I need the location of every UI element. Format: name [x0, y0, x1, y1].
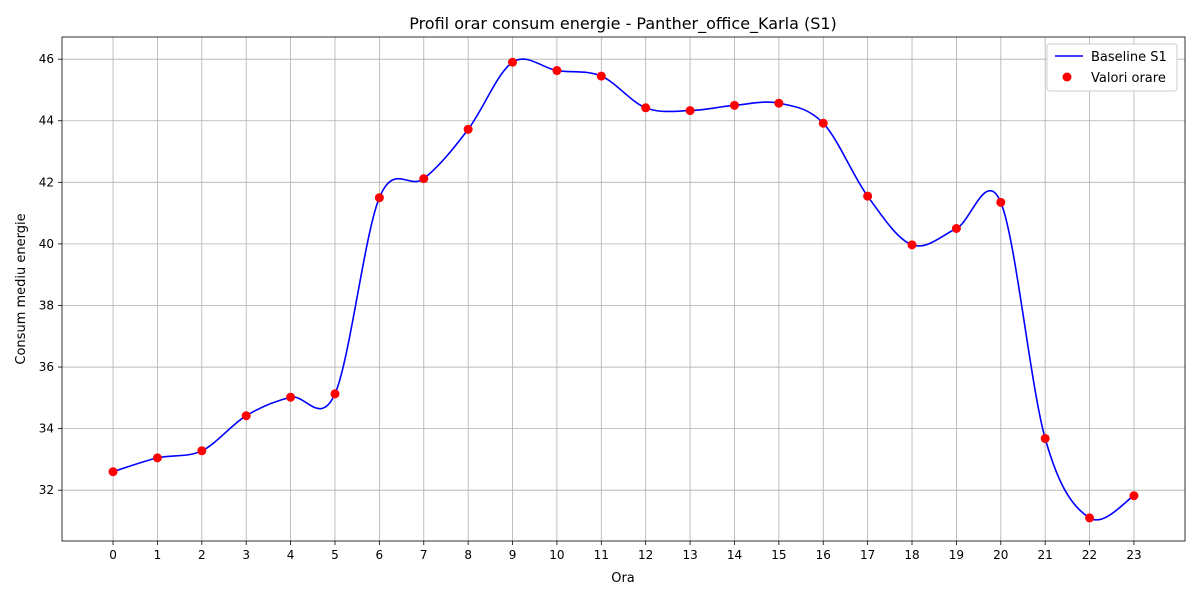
- x-tick-label: 20: [993, 548, 1008, 562]
- baseline-series-line: [112, 58, 1135, 521]
- hourly-value-point: [641, 103, 651, 113]
- hourly-value-point: [774, 98, 784, 108]
- x-tick-label: 11: [594, 548, 609, 562]
- hourly-value-point: [330, 389, 340, 399]
- hourly-value-point: [996, 197, 1006, 207]
- grid-lines: [62, 37, 1185, 541]
- x-axis-ticks: 0 1 2 3 4 5 6 7 8 9 10 11 12 13 14 15 16 17 18 19 20 21 22 23: [109, 541, 1142, 562]
- x-tick-label: 2: [198, 548, 206, 562]
- hourly-value-point: [863, 191, 873, 201]
- x-tick-label: 21: [1038, 548, 1053, 562]
- x-tick-label: 23: [1126, 548, 1141, 562]
- x-tick-label: 16: [816, 548, 831, 562]
- hourly-value-point: [419, 174, 429, 184]
- y-tick-label: 36: [39, 360, 54, 374]
- x-tick-label: 4: [287, 548, 295, 562]
- x-tick-label: 7: [420, 548, 428, 562]
- y-tick-label: 46: [39, 52, 54, 66]
- plot-frame: [61, 36, 1186, 542]
- hourly-value-point: [1085, 513, 1095, 523]
- x-tick-label: 18: [904, 548, 919, 562]
- x-tick-label: 6: [376, 548, 384, 562]
- hourly-value-point: [286, 392, 296, 402]
- hourly-value-point: [152, 453, 162, 463]
- hourly-value-point: [463, 124, 473, 134]
- y-tick-label: 42: [39, 175, 54, 189]
- hourly-value-point: [197, 446, 207, 456]
- x-tick-label: 8: [464, 548, 472, 562]
- x-tick-label: 12: [638, 548, 653, 562]
- hourly-value-point: [108, 467, 118, 477]
- y-tick-label: 32: [39, 483, 54, 497]
- hourly-value-point: [552, 66, 562, 76]
- x-tick-label: 13: [682, 548, 697, 562]
- x-tick-label: 19: [949, 548, 964, 562]
- y-tick-label: 38: [39, 298, 54, 312]
- y-tick-label: 44: [39, 114, 54, 128]
- hourly-value-point: [818, 118, 828, 128]
- x-tick-label: 17: [860, 548, 875, 562]
- hourly-value-point: [241, 411, 251, 421]
- x-tick-label: 0: [109, 548, 117, 562]
- x-tick-label: 22: [1082, 548, 1097, 562]
- legend-entry-hourly: Valori orare: [1091, 71, 1166, 86]
- x-tick-label: 10: [549, 548, 564, 562]
- chart-title: Profil orar consum energie - Panther_off…: [409, 14, 837, 34]
- x-tick-label: 14: [727, 548, 742, 562]
- x-tick-label: 9: [509, 548, 517, 562]
- hourly-value-point: [729, 100, 739, 110]
- hourly-value-point: [1129, 491, 1139, 501]
- x-tick-label: 15: [771, 548, 786, 562]
- series-points-layer: [108, 57, 1139, 523]
- y-axis-label: Consum mediu energie: [14, 213, 29, 364]
- legend-entry-baseline: Baseline S1: [1091, 50, 1167, 65]
- x-tick-label: 5: [331, 548, 339, 562]
- hourly-value-point: [596, 71, 606, 81]
- hourly-value-point: [907, 240, 917, 250]
- x-axis-label: Ora: [611, 571, 635, 586]
- y-tick-label: 40: [39, 237, 54, 251]
- x-tick-label: 3: [242, 548, 250, 562]
- hourly-value-point: [1040, 433, 1050, 443]
- hourly-value-point: [685, 106, 695, 116]
- legend: Baseline S1 Valori orare: [1046, 43, 1178, 92]
- x-tick-label: 1: [154, 548, 162, 562]
- y-axis-ticks: 32 34 36 38 40 42 44 46: [39, 52, 62, 497]
- legend-point-swatch: [1062, 72, 1072, 82]
- series-line-layer: [112, 58, 1135, 521]
- y-tick-label: 34: [39, 422, 54, 436]
- hourly-value-point: [374, 193, 384, 203]
- hourly-value-point: [951, 224, 961, 234]
- hourly-value-point: [508, 57, 518, 67]
